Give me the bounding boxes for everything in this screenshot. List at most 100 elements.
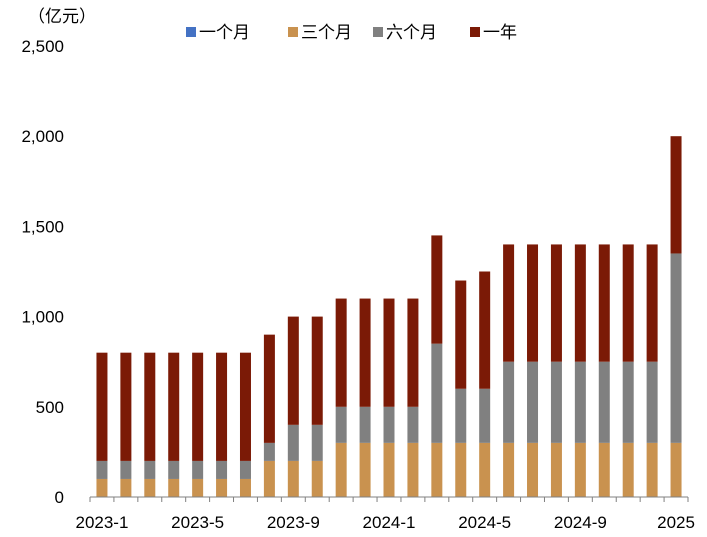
y-tick-label: 2,500	[21, 37, 64, 56]
bar-segment	[120, 478, 132, 497]
bar-segment	[239, 478, 251, 497]
bar-segment	[670, 253, 682, 443]
bar-segment	[311, 460, 323, 497]
legend-swatch	[373, 27, 383, 37]
bar-segment	[263, 460, 275, 497]
x-axis-ticks: 2023-1 2023-5 2023-9 2024-1 2024-5 2024-9 2025	[75, 497, 695, 532]
bar-segment	[431, 442, 443, 497]
bar-segment	[359, 298, 371, 407]
bar-segment	[239, 460, 251, 479]
bar-segment	[263, 334, 275, 443]
bar-segment	[144, 352, 156, 461]
bar-segment	[574, 442, 586, 497]
bar-segment	[622, 244, 634, 362]
x-tick-label: 2023-5	[171, 513, 224, 532]
bar-segment	[622, 361, 634, 443]
bar-segment	[670, 136, 682, 254]
legend: 一个月 三个月 六个月 一年	[186, 23, 517, 42]
bar-segment	[646, 442, 658, 497]
legend-swatch	[288, 27, 298, 37]
bar-segment	[431, 343, 443, 443]
x-tick-label: 2023-9	[267, 513, 320, 532]
bar-segment	[574, 361, 586, 443]
bar-segment	[120, 460, 132, 479]
bar-segment	[168, 478, 180, 497]
bar-segment	[287, 460, 299, 497]
bar-segment	[383, 442, 395, 497]
x-tick-label: 2024-5	[458, 513, 511, 532]
bar-segment	[96, 478, 108, 497]
bar-segment	[120, 352, 132, 461]
bar-segment	[144, 478, 156, 497]
legend-label: 一个月	[199, 23, 250, 42]
bar-segment	[287, 424, 299, 461]
y-axis-unit-label: （亿元）	[28, 7, 96, 26]
bar-segment	[192, 352, 204, 461]
bar-segment	[311, 424, 323, 461]
bar-segment	[527, 361, 539, 443]
y-tick-label: 0	[55, 488, 64, 507]
legend-swatch	[186, 27, 196, 37]
bar-segment	[335, 442, 347, 497]
bar-segment	[479, 271, 491, 389]
bar-segment	[598, 244, 610, 362]
bar-segment	[335, 298, 347, 407]
x-tick-label: 2024-1	[363, 513, 416, 532]
legend-label: 六个月	[386, 23, 437, 42]
bar-segment	[527, 244, 539, 362]
bar-segment	[216, 478, 228, 497]
bar-segment	[144, 460, 156, 479]
bar-segment	[383, 406, 395, 443]
bar-segment	[455, 388, 467, 443]
bar-segment	[598, 361, 610, 443]
bar-segment	[670, 442, 682, 497]
bar-segment	[359, 442, 371, 497]
bar-segment	[550, 361, 562, 443]
bar-segment	[622, 442, 634, 497]
bar-segment	[646, 361, 658, 443]
bar-segment	[479, 442, 491, 497]
bar-segment	[96, 460, 108, 479]
bar-segment	[550, 442, 562, 497]
bar-segment	[239, 352, 251, 461]
bar-segment	[335, 406, 347, 443]
bar-segment	[455, 280, 467, 389]
bar-segment	[407, 442, 419, 497]
bar-segment	[550, 244, 562, 362]
y-axis-ticks: 0 500 1,000 1,500 2,000 2,500	[21, 37, 64, 507]
bar-segment	[168, 352, 180, 461]
bar-segment	[96, 352, 108, 461]
bar-segment	[359, 406, 371, 443]
bar-segment	[287, 316, 299, 425]
y-tick-label: 1,000	[21, 308, 64, 327]
bar-segment	[216, 460, 228, 479]
bar-segment	[598, 442, 610, 497]
legend-label: 一年	[483, 23, 517, 42]
x-tick-label: 2024-9	[554, 513, 607, 532]
y-tick-label: 2,000	[21, 127, 64, 146]
legend-swatch	[470, 27, 480, 37]
bar-segment	[503, 442, 515, 497]
bar-segment	[503, 361, 515, 443]
y-tick-label: 500	[36, 398, 64, 417]
x-tick-label: 2025	[657, 513, 695, 532]
bar-segment	[431, 235, 443, 344]
bar-segment	[407, 298, 419, 407]
bar-segment	[263, 442, 275, 461]
bar-segment	[168, 460, 180, 479]
bar-segment	[407, 406, 419, 443]
bar-segment	[646, 244, 658, 362]
bar-segment	[311, 316, 323, 425]
bar-segment	[503, 244, 515, 362]
bar-segment	[192, 460, 204, 479]
bar-segment	[574, 244, 586, 362]
bar-segment	[192, 478, 204, 497]
bar-segment	[383, 298, 395, 407]
bar-segment	[216, 352, 228, 461]
bar-segment	[527, 442, 539, 497]
bar-segment	[455, 442, 467, 497]
bars	[96, 136, 682, 497]
x-tick-label: 2023-1	[75, 513, 128, 532]
y-tick-label: 1,500	[21, 217, 64, 236]
